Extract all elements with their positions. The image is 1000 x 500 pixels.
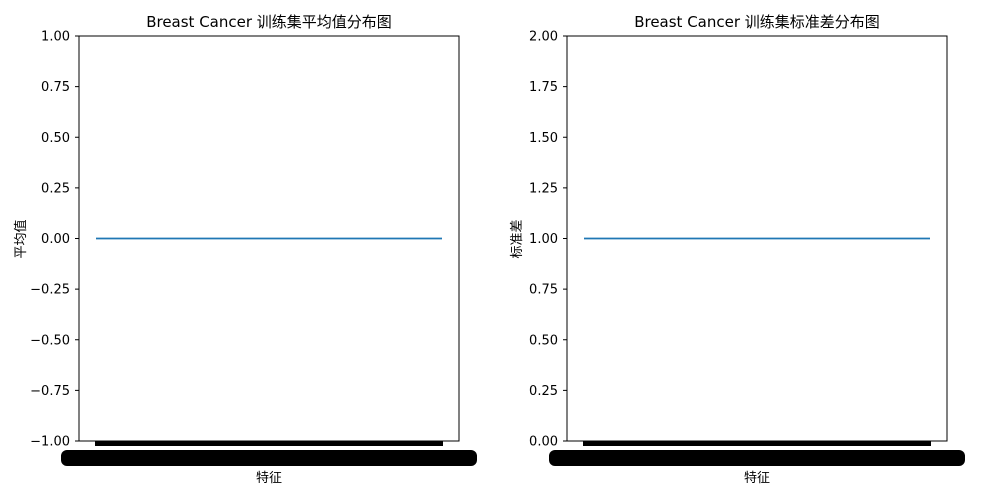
chart-title: Breast Cancer 训练集标准差分布图 [634,13,880,31]
x-tick-label-illegible [407,450,477,466]
std-chart: Breast Cancer 训练集标准差分布图 2.00 1.75 1.50 1.25… [510,13,965,486]
y-tick-label: 0.50 [529,333,558,348]
x-tick-band [583,441,931,446]
y-tick-label: 0.25 [529,384,558,399]
y-tick-label: −0.75 [30,384,70,399]
y-tick-label: 1.00 [41,30,70,45]
y-tick-label: 0.50 [41,131,70,146]
y-axis-label: 标准差 [510,219,525,258]
y-tick-label: 1.75 [529,80,558,95]
x-tick-band [95,441,443,446]
y-tick-label: 0.75 [529,283,558,298]
x-axis-label: 特征 [256,471,282,486]
y-tick-label: 0.00 [41,232,70,247]
y-tick-label: −0.25 [30,283,70,298]
y-tick-label: 1.00 [529,232,558,247]
y-tick-label: 1.50 [529,131,558,146]
x-axis-label: 特征 [744,471,770,486]
y-tick-label: 0.00 [529,435,558,450]
y-axis-label: 平均值 [13,219,29,258]
mean-chart: Breast Cancer 训练集平均值分布图 1.00 0.75 0.50 0.25… [13,13,477,486]
y-tick-label: 1.25 [529,181,558,196]
y-tick-label: −1.00 [30,435,70,450]
y-tick-label: −0.50 [30,333,70,348]
y-tick-label: 2.00 [529,30,558,45]
x-tick-label-illegible [895,450,965,466]
y-tick-label: 0.75 [41,80,70,95]
y-tick-label: 0.25 [41,181,70,196]
chart-title: Breast Cancer 训练集平均值分布图 [146,13,392,31]
